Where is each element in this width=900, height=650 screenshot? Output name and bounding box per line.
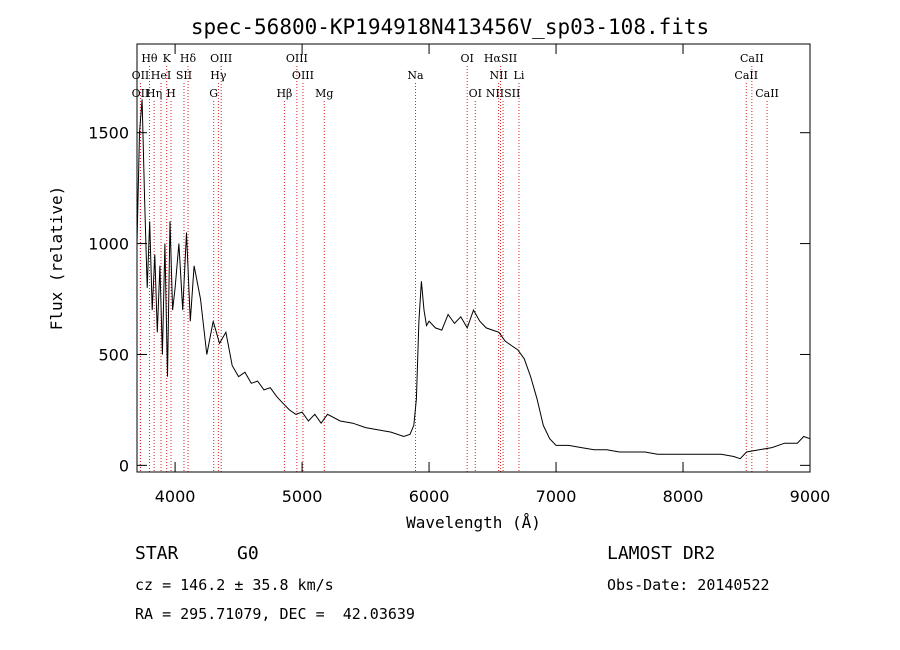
object-class: STAR <box>135 543 179 564</box>
line-label: OIII <box>292 69 314 82</box>
y-tick-label: 1500 <box>88 124 129 143</box>
line-label: HαSII <box>484 52 517 65</box>
plot-frame <box>136 43 811 473</box>
coordinates: RA = 295.71079, DEC = 42.03639 <box>135 605 415 623</box>
line-label: Li <box>514 69 525 82</box>
line-label: CaII <box>740 52 764 65</box>
line-label: CaII <box>734 69 758 82</box>
line-label: Hθ <box>141 52 158 65</box>
emission-line-labels: Hθ K Hδ OIII OIII OI HαSII CaII OII HeI SII Hγ OIII N… <box>132 52 779 100</box>
line-label: OI <box>460 52 473 65</box>
y-tick-label: 500 <box>98 345 129 364</box>
line-label: OIII <box>210 52 232 65</box>
line-label: Hβ <box>276 87 292 100</box>
x-tick-label: 9000 <box>790 487 831 506</box>
line-label: Mg <box>315 87 333 100</box>
line-label: Hδ <box>180 52 197 65</box>
line-label: OII <box>132 87 150 100</box>
line-label: Hγ <box>210 69 227 82</box>
x-tick-label: 8000 <box>663 487 704 506</box>
line-label: K <box>163 52 172 65</box>
line-label: CaII <box>755 87 779 100</box>
y-tick-label: 0 <box>119 456 129 475</box>
y-axis: 0 500 1000 1500 <box>88 124 810 475</box>
x-tick-label: 7000 <box>536 487 577 506</box>
chart-title: spec-56800-KP194918N413456V_sp03-108.fit… <box>191 15 709 39</box>
survey-name: LAMOST DR2 <box>607 543 716 564</box>
redshift-cz: cz = 146.2 ± 35.8 km/s <box>135 576 334 594</box>
line-label: Na <box>407 69 424 82</box>
x-axis-label: Wavelength (Å) <box>406 513 541 532</box>
line-label: Hη <box>146 87 162 100</box>
emission-line-markers <box>139 66 768 472</box>
obs-date: Obs-Date: 20140522 <box>607 576 770 594</box>
line-label: SII <box>176 69 192 82</box>
spectrum-line <box>136 99 811 460</box>
y-axis-label: Flux (relative) <box>47 186 66 331</box>
line-label: OII <box>132 69 150 82</box>
y-tick-label: 1000 <box>88 235 129 254</box>
object-subclass: G0 <box>237 543 259 564</box>
line-label: OIII <box>286 52 308 65</box>
line-label: G <box>209 87 218 100</box>
x-tick-label: 6000 <box>409 487 450 506</box>
line-label: NIISII <box>486 87 521 100</box>
line-label: NII <box>489 69 507 82</box>
x-tick-label: 5000 <box>282 487 323 506</box>
line-label: OI <box>469 87 482 100</box>
line-label: HeI <box>151 69 171 82</box>
x-axis: 4000 5000 6000 7000 8000 9000 <box>155 44 831 506</box>
spectrum-chart: spec-56800-KP194918N413456V_sp03-108.fit… <box>47 15 831 532</box>
x-tick-label: 4000 <box>155 487 196 506</box>
line-label: H <box>166 87 176 100</box>
